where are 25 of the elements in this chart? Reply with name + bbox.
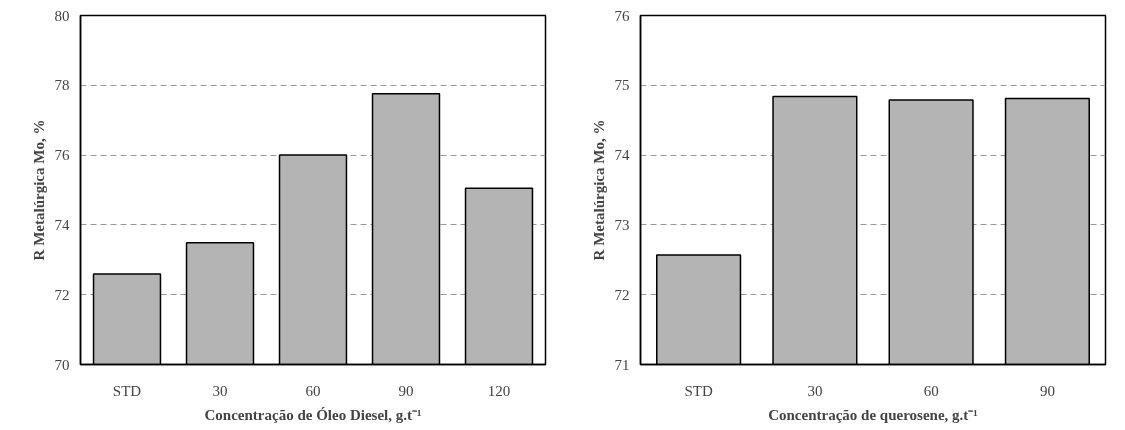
x-tick-label: 60 [923, 382, 939, 399]
x-tick-label: STD [684, 382, 713, 399]
y-tick-label: 78 [54, 77, 70, 94]
y-tick-label: 72 [614, 286, 630, 303]
y-tick-label: 80 [54, 7, 70, 24]
y-tick-label: 70 [54, 356, 70, 373]
y-axis-title: R Metalúrgica Mo, % [590, 119, 607, 261]
x-tick-label: 30 [212, 382, 228, 399]
y-tick-label: 71 [614, 356, 630, 373]
x-tick-label: 30 [807, 382, 823, 399]
y-tick-label: 73 [614, 216, 630, 233]
y-axis-title: R Metalúrgica Mo, % [30, 119, 47, 261]
y-tick-label: 72 [54, 286, 70, 303]
x-tick-label: 60 [305, 382, 321, 399]
x-axis-title: Concentração de querosene, g.t⁻¹ [768, 406, 978, 423]
x-tick-label: 90 [1039, 382, 1055, 399]
x-tick-label: 120 [487, 382, 511, 399]
y-tick-label: 76 [614, 7, 630, 24]
y-tick-label: 76 [54, 147, 70, 164]
x-tick-label: 90 [398, 382, 414, 399]
x-axis-title: Concentração de Óleo Diesel, g.t⁻¹ [204, 406, 422, 423]
y-tick-label: 74 [614, 147, 630, 164]
y-tick-label: 74 [54, 216, 70, 233]
x-tick-label: STD [112, 382, 142, 399]
y-tick-label: 75 [614, 77, 630, 94]
